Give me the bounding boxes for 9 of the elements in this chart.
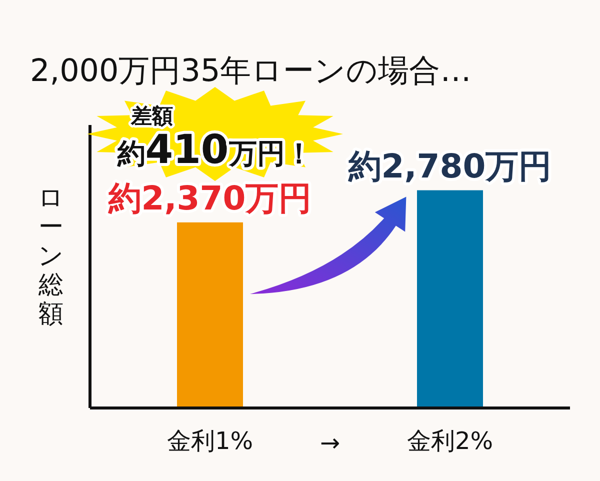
chart-title: 2,000万円35年ローンの場合…: [30, 52, 472, 90]
x-tick-label: 金利2%: [406, 427, 494, 456]
data-label: 約2,370万円: [107, 178, 312, 218]
y-axis-title: ローン総額: [37, 183, 65, 328]
text: →: [320, 429, 340, 457]
data-label: 約2,780万円: [347, 146, 552, 186]
text: 約410万円！: [116, 127, 313, 173]
x-tick-label: 金利1%: [166, 427, 254, 456]
text: 差額: [130, 104, 173, 128]
